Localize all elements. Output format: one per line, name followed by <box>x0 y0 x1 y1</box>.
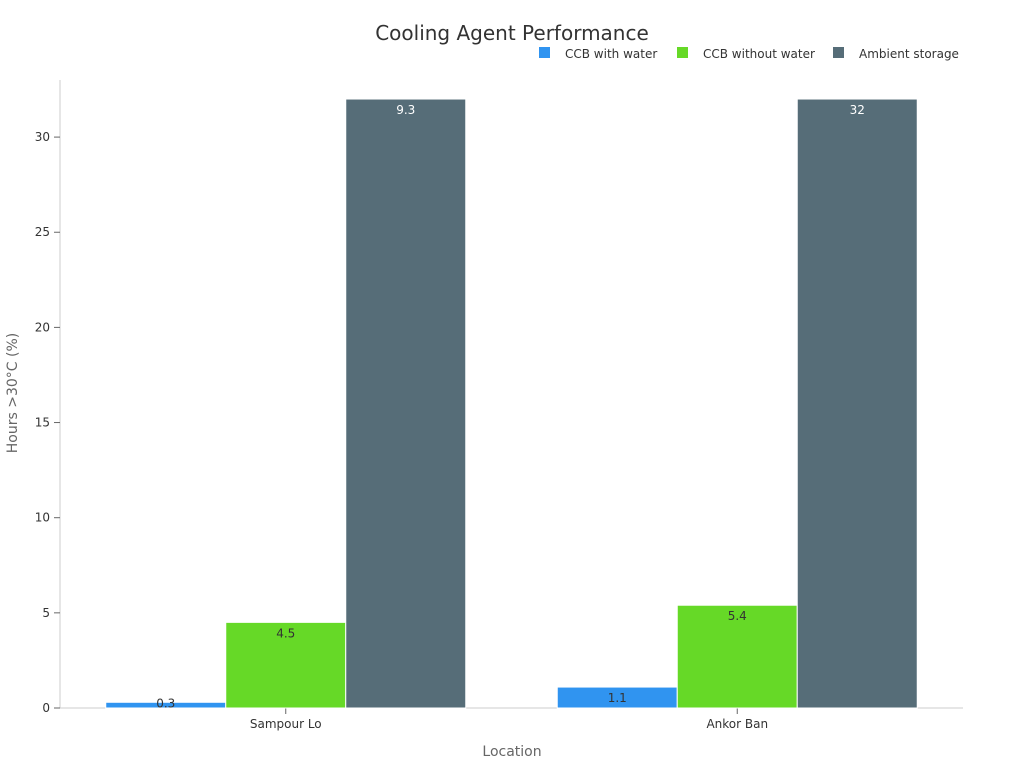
x-axis: Sampour Lo Ankor Ban <box>60 707 963 731</box>
bar-ambient-storage-1 <box>796 98 918 709</box>
y-axis-title: Hours >30°C (%) <box>5 333 21 453</box>
y-tick-label: 0 <box>42 701 50 715</box>
legend-swatch-2 <box>677 47 688 58</box>
legend-label-1: CCB with water <box>565 47 657 61</box>
y-tick-label: 30 <box>35 130 50 144</box>
y-tick-label: 15 <box>35 416 50 430</box>
data-label: 4.5 <box>276 626 295 640</box>
chart-title: Cooling Agent Performance <box>375 21 649 45</box>
data-label: 32 <box>850 103 865 117</box>
bar-ccb-without-water-1 <box>676 604 798 709</box>
legend-label-3: Ambient storage <box>859 47 959 61</box>
y-tick-label: 5 <box>42 606 50 620</box>
bars <box>105 98 918 709</box>
data-label: 5.4 <box>728 609 747 623</box>
bar-ambient-storage-0 <box>345 98 467 709</box>
y-axis: 0 5 10 15 20 25 30 <box>35 80 61 715</box>
data-labels: 0.3 4.5 9.3 1.1 5.4 32 <box>156 103 865 710</box>
y-tick-label: 25 <box>35 225 50 239</box>
legend-label-2: CCB without water <box>703 47 815 61</box>
legend: CCB with water CCB without water Ambient s… <box>539 47 959 61</box>
y-tick-label: 10 <box>35 511 50 525</box>
legend-swatch-1 <box>539 47 550 58</box>
y-tick-label: 20 <box>35 320 50 334</box>
legend-swatch-3 <box>833 47 844 58</box>
data-label: 0.3 <box>156 697 175 711</box>
x-axis-title: Location <box>482 744 541 760</box>
x-tick-label: Sampour Lo <box>250 717 322 731</box>
data-label: 1.1 <box>608 691 627 705</box>
data-label: 9.3 <box>396 103 415 117</box>
bar-ccb-without-water-0 <box>225 621 347 709</box>
x-tick-label: Ankor Ban <box>706 717 768 731</box>
